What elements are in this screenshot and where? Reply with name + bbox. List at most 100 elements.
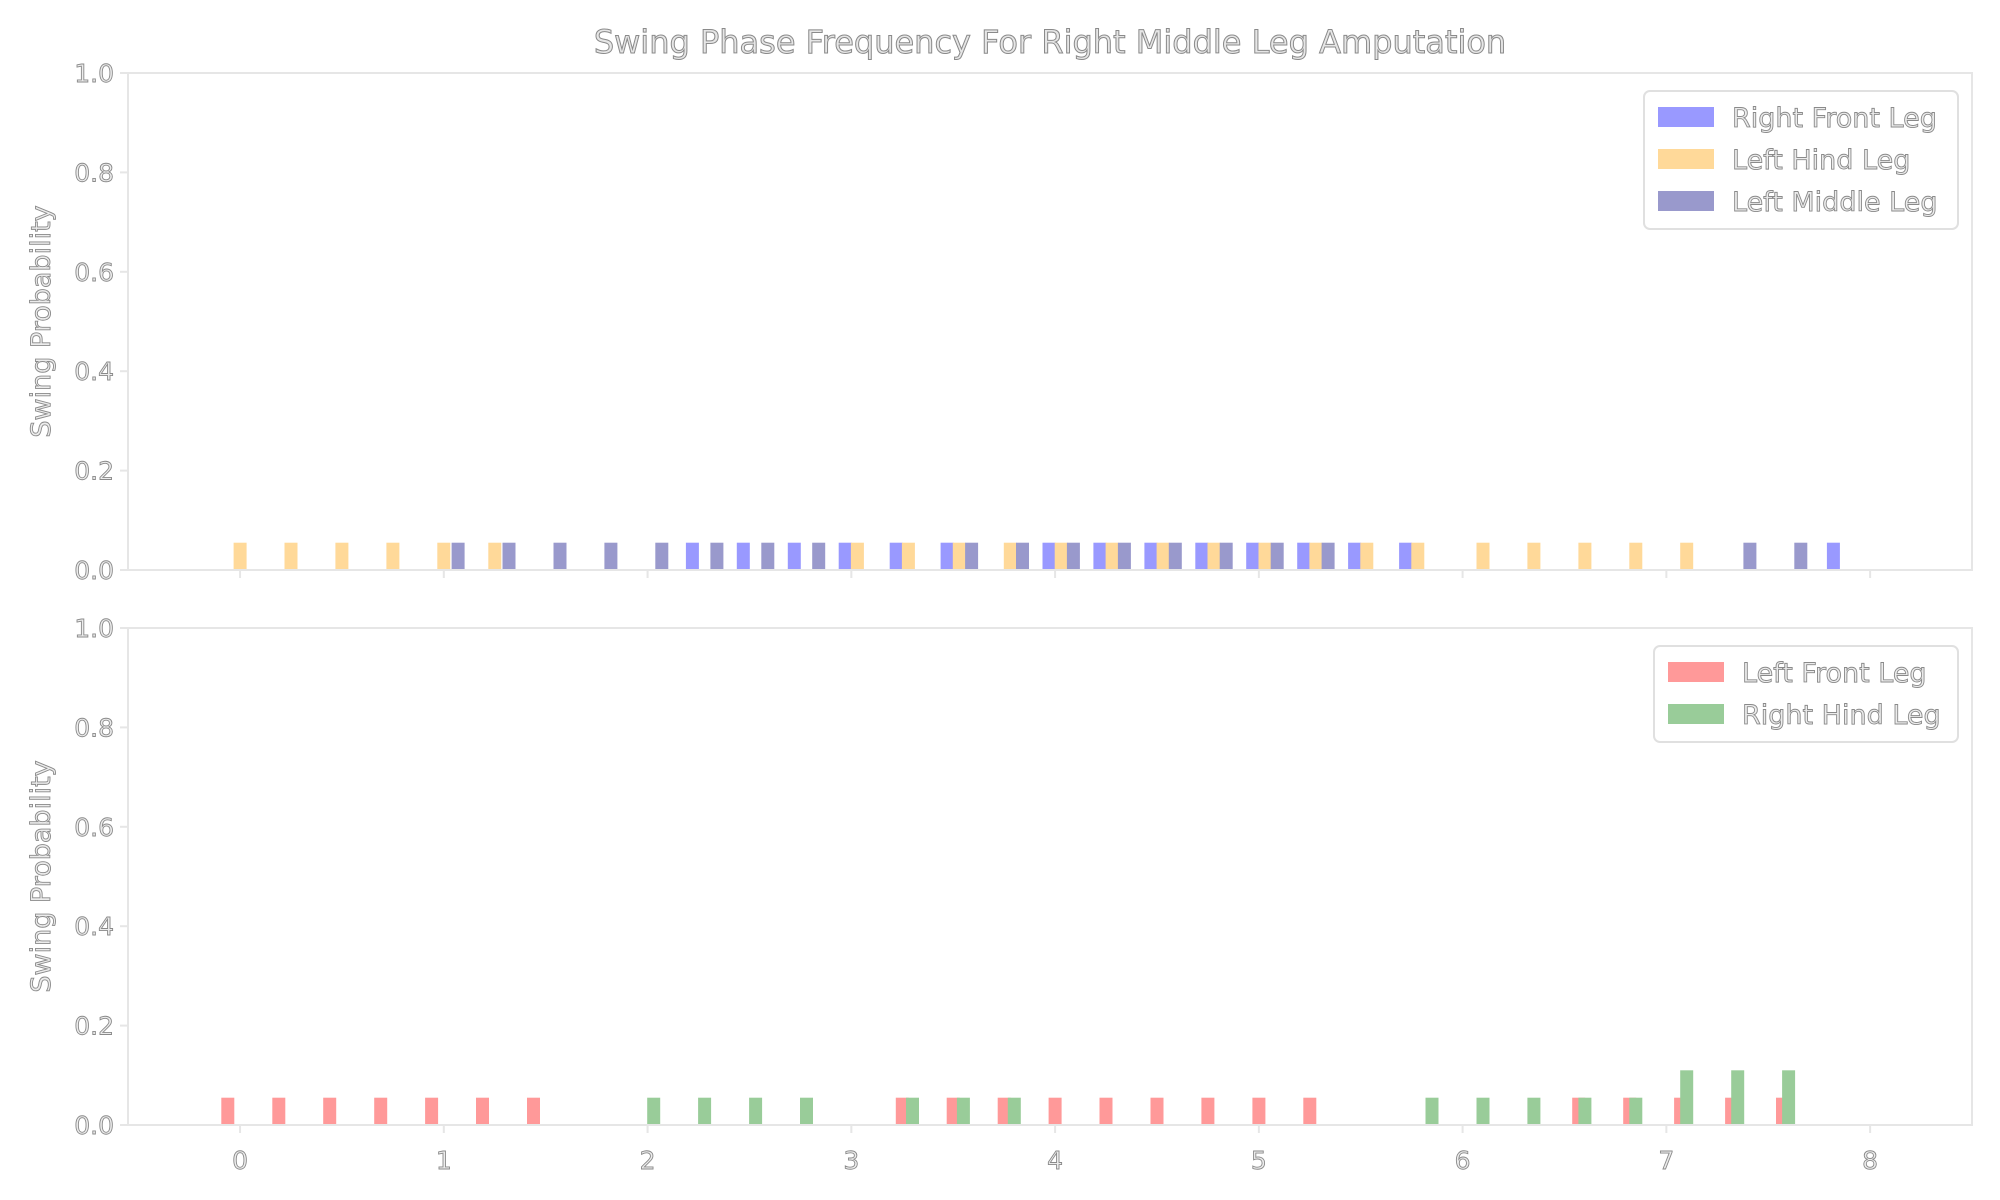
legend-box (1653, 645, 1959, 743)
bar (374, 1097, 388, 1125)
bar (1270, 542, 1284, 570)
series-right-hind-leg (647, 1070, 1796, 1125)
y-tick-label: 0.0 (74, 556, 114, 585)
bar (284, 542, 298, 570)
subplot-2: 0.0 0.2 0.4 0.6 0.8 1.0 0 1 2 3 4 5 6 7 8 Swing Probabi… (26, 614, 1973, 1175)
series-right-front-leg (685, 542, 1840, 570)
bar (710, 542, 724, 570)
bar (1099, 1097, 1113, 1125)
y-tick-label: 1.0 (74, 614, 114, 643)
bar (221, 1097, 235, 1125)
bar (952, 542, 966, 570)
bar (761, 542, 775, 570)
bar (736, 542, 750, 570)
bar (527, 1097, 540, 1125)
plots-container: 0.0 0.2 0.4 0.6 0.8 1.0 Swing Probability Right… (26, 59, 1973, 1175)
bar (1195, 542, 1209, 570)
bar (906, 1097, 919, 1125)
bar (1321, 542, 1335, 570)
bar (1016, 542, 1029, 570)
bar (425, 1097, 439, 1125)
bar (1629, 1097, 1643, 1125)
bar (749, 1097, 763, 1125)
y-tick-label: 0.6 (74, 813, 114, 842)
bar (1629, 542, 1643, 570)
bar (451, 542, 465, 570)
bar (1144, 542, 1158, 570)
bar (1219, 542, 1233, 570)
x-tick-label: 5 (1251, 1146, 1267, 1175)
bar (1578, 542, 1592, 570)
legend-label: Left Front Leg (1742, 658, 1927, 689)
bar (1826, 542, 1840, 570)
bar (647, 1097, 661, 1125)
bar (1207, 542, 1221, 570)
y-tick-label: 0.4 (74, 357, 114, 386)
bar (1731, 1070, 1745, 1125)
y-axis-label: Swing Probability (26, 205, 57, 437)
bar (1578, 1097, 1592, 1125)
bar (1348, 542, 1362, 570)
bar (889, 542, 903, 570)
y-tick-label: 1.0 (74, 59, 114, 88)
legend-swatch (1668, 662, 1724, 682)
bar (1680, 542, 1694, 570)
y-tick-label: 0.8 (74, 713, 114, 742)
bar (502, 542, 516, 570)
bar (1054, 542, 1068, 570)
legend: Left Front Leg Right Hind Leg (1653, 645, 1959, 743)
bar (1156, 542, 1170, 570)
bar (940, 542, 954, 570)
bar (1411, 542, 1425, 570)
x-tick-label: 0 (232, 1146, 248, 1175)
bar (1117, 542, 1131, 570)
bar (604, 542, 618, 570)
x-tick-label: 2 (640, 1146, 656, 1175)
bar (1782, 1070, 1796, 1125)
bar (1003, 542, 1017, 570)
legend-box (1643, 90, 1959, 230)
bar (1066, 542, 1080, 570)
legend-label: Left Middle Leg (1732, 187, 1937, 218)
bar (1794, 542, 1808, 570)
legend-swatch (1668, 704, 1724, 724)
legend-label: Right Hind Leg (1742, 700, 1941, 731)
bar (838, 542, 852, 570)
plot-frame (127, 627, 1973, 1126)
bar (997, 1097, 1011, 1125)
bar (965, 542, 979, 570)
bar (1399, 542, 1413, 570)
series-left-front-leg (221, 1097, 1789, 1125)
x-tick-label: 1 (436, 1146, 452, 1175)
bar (787, 542, 801, 570)
bar (800, 1097, 813, 1125)
x-tick-label: 8 (1862, 1146, 1878, 1175)
y-tick-label: 0.2 (74, 1012, 114, 1041)
bar (1303, 1097, 1317, 1125)
y-tick-label: 0.2 (74, 457, 114, 486)
plot-frame (127, 72, 1973, 571)
bar (553, 542, 567, 570)
bar (1150, 1097, 1164, 1125)
bar (1425, 1097, 1439, 1125)
series-left-hind-leg (233, 542, 1694, 570)
x-tick-label: 4 (1047, 1146, 1063, 1175)
bar (1105, 542, 1119, 570)
x-tick-label: 6 (1455, 1146, 1471, 1175)
bar (1048, 1097, 1062, 1125)
x-tick-label: 3 (843, 1146, 859, 1175)
bar (895, 1097, 909, 1125)
bar (1093, 542, 1107, 570)
bar (1743, 542, 1757, 570)
legend-swatch (1658, 191, 1714, 211)
y-tick-label: 0.4 (74, 912, 114, 941)
y-tick-label: 0.8 (74, 158, 114, 187)
bar (386, 542, 400, 570)
chart-title: Swing Phase Frequency For Right Middle L… (594, 23, 1506, 61)
y-axis-label: Swing Probability (26, 760, 57, 992)
legend-swatch (1658, 149, 1714, 169)
bar (1168, 542, 1182, 570)
series-left-middle-leg (451, 542, 1808, 570)
bar (850, 542, 864, 570)
